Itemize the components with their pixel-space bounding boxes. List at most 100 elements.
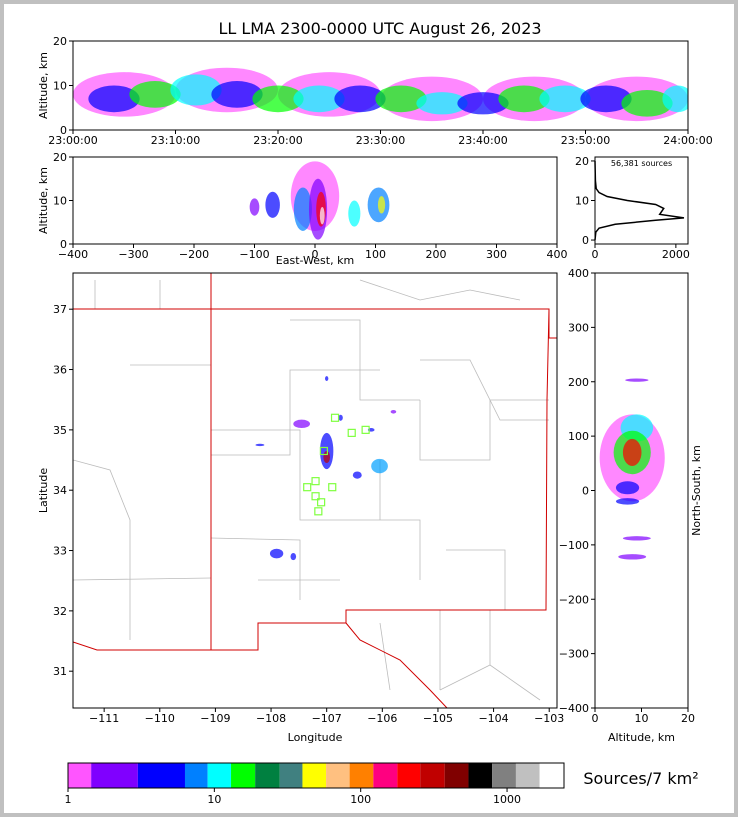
colorbar-bin bbox=[349, 763, 374, 788]
x-tick-label: 23:10:00 bbox=[151, 134, 200, 147]
chart-title: LL LMA 2300-0000 UTC August 26, 2023 bbox=[218, 19, 541, 38]
y-tick-label: 20 bbox=[575, 155, 589, 168]
source-density bbox=[170, 74, 222, 106]
x-tick-label: −110 bbox=[145, 712, 175, 725]
source-density bbox=[252, 85, 304, 113]
source-density bbox=[293, 187, 312, 231]
x-tick-label: −108 bbox=[256, 712, 286, 725]
station bbox=[317, 498, 326, 507]
colorbar-bin bbox=[420, 763, 445, 788]
source-density bbox=[255, 443, 265, 447]
y-tick-label: 200 bbox=[568, 376, 589, 389]
station bbox=[303, 483, 312, 492]
source-density bbox=[325, 376, 329, 381]
source-density bbox=[293, 85, 345, 113]
x-tick-label: 10 bbox=[635, 712, 649, 725]
source-density bbox=[375, 85, 427, 113]
x-tick-label: −106 bbox=[367, 712, 397, 725]
x-tick-label: 0 bbox=[592, 712, 599, 725]
station bbox=[361, 425, 370, 434]
y-tick-label: −100 bbox=[559, 539, 589, 552]
x-tick-label: 100 bbox=[365, 248, 386, 261]
x-tick-label: 23:00:00 bbox=[48, 134, 97, 147]
colorbar-bin bbox=[539, 763, 564, 788]
colorbar-bin bbox=[373, 763, 398, 788]
station bbox=[319, 446, 329, 456]
source-density bbox=[621, 89, 673, 117]
colorbar-bin bbox=[397, 763, 421, 788]
x-tick-label: 200 bbox=[426, 248, 447, 261]
colorbar-bin bbox=[468, 763, 493, 788]
altitude-histogram bbox=[594, 160, 685, 241]
source-density bbox=[539, 85, 591, 113]
y-tick-label: 0 bbox=[60, 238, 67, 251]
x-tick-label: −300 bbox=[118, 248, 148, 261]
source-density bbox=[290, 552, 297, 561]
colorbar-bin bbox=[302, 763, 327, 788]
station bbox=[328, 483, 337, 492]
y-tick-label: 10 bbox=[575, 195, 589, 208]
source-density bbox=[211, 81, 263, 108]
y-tick-label: 300 bbox=[568, 321, 589, 334]
plot-area bbox=[599, 378, 665, 560]
y-tick-label: 33 bbox=[53, 545, 67, 558]
station bbox=[330, 413, 340, 422]
colorbar-frame bbox=[67, 762, 565, 789]
source-density bbox=[390, 409, 397, 414]
source-density bbox=[622, 536, 651, 541]
x-tick-label: 23:20:00 bbox=[253, 134, 302, 147]
source-density bbox=[416, 92, 468, 115]
y-tick-label: 20 bbox=[53, 151, 67, 164]
colorbar-bin bbox=[326, 763, 350, 788]
colorbar-bin bbox=[184, 763, 208, 788]
source-density bbox=[498, 85, 550, 113]
y-tick-label: 0 bbox=[582, 234, 589, 247]
colorbar-bin bbox=[255, 763, 280, 788]
source-density bbox=[265, 191, 280, 218]
x-tick-label: −105 bbox=[423, 712, 453, 725]
x-tick-label: 23:50:00 bbox=[561, 134, 610, 147]
source-count: 56,381 sources bbox=[611, 159, 672, 168]
y-tick-label: 0 bbox=[60, 124, 67, 137]
colorbar-label: Sources/7 km² bbox=[583, 769, 698, 788]
plot-area bbox=[594, 160, 685, 241]
y-tick-label: 20 bbox=[53, 35, 67, 48]
source-density bbox=[662, 85, 688, 113]
source-density bbox=[377, 196, 386, 214]
y-tick-label: −200 bbox=[559, 593, 589, 606]
colorbar-tick-label: 100 bbox=[350, 793, 371, 806]
source-density bbox=[580, 85, 632, 113]
station bbox=[311, 477, 320, 486]
x-tick-label: 23:30:00 bbox=[356, 134, 405, 147]
source-density bbox=[129, 81, 181, 108]
source-density bbox=[88, 85, 140, 113]
colorbar-bin bbox=[91, 763, 138, 788]
source-density bbox=[319, 207, 325, 225]
source-density bbox=[293, 419, 310, 429]
x-tick-label: −103 bbox=[534, 712, 564, 725]
x-tick-label: 23:40:00 bbox=[458, 134, 507, 147]
plot-area bbox=[255, 376, 397, 561]
y-tick-label: 34 bbox=[53, 484, 67, 497]
source-density bbox=[338, 414, 343, 421]
x-tick-label: 400 bbox=[547, 248, 568, 261]
x-tick-label: 2000 bbox=[662, 248, 690, 261]
colorbar-tick-label: 1000 bbox=[493, 793, 521, 806]
map-borders bbox=[73, 273, 557, 708]
source-density bbox=[457, 92, 509, 115]
colorbar-tick-label: 1 bbox=[65, 793, 72, 806]
x-tick-label: 0 bbox=[592, 248, 599, 261]
y-tick-label: −300 bbox=[559, 648, 589, 661]
source-density bbox=[371, 458, 388, 474]
station bbox=[311, 492, 320, 501]
x-tick-label: −107 bbox=[312, 712, 342, 725]
x-tick-label: 24:00:00 bbox=[663, 134, 712, 147]
plot-area bbox=[73, 67, 688, 122]
colorbar-tick-label: 10 bbox=[207, 793, 221, 806]
y-tick-label: 32 bbox=[53, 605, 67, 618]
station bbox=[347, 428, 356, 437]
x-axis-label: Longitude bbox=[288, 731, 343, 744]
x-tick-label: −400 bbox=[58, 248, 88, 261]
